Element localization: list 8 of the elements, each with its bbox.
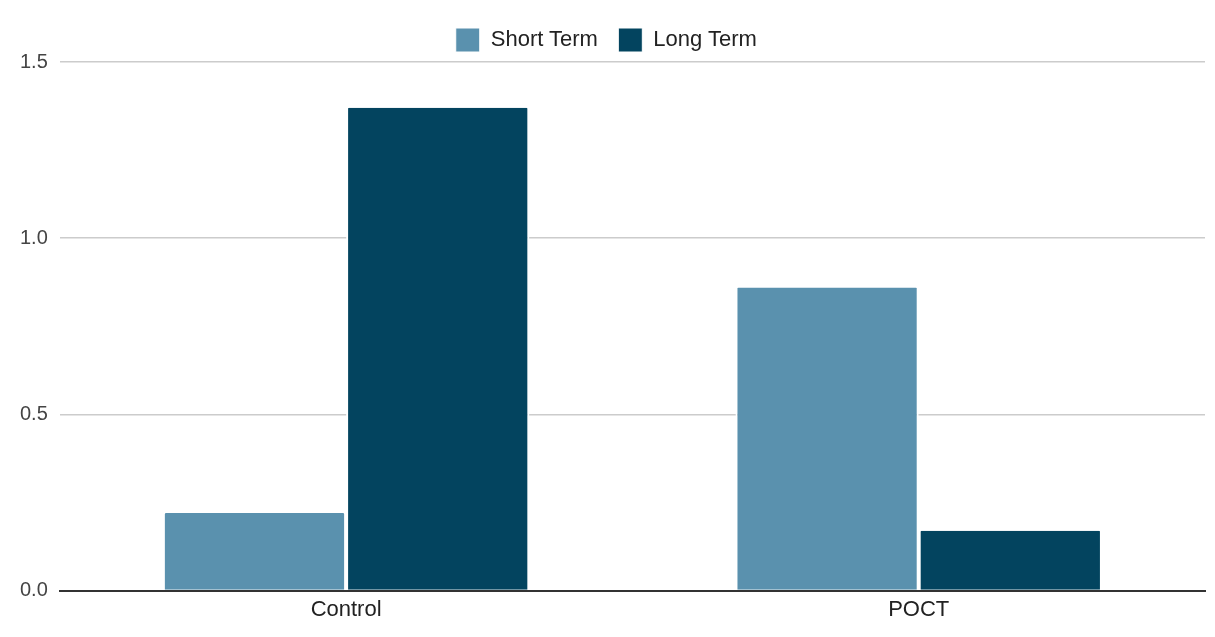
y-tick-label: 0.5 [19,401,48,424]
y-tick-label: 1.5 [19,49,48,72]
y-tick-label: 0.0 [19,578,48,601]
y-tick-label: 1.0 [19,225,48,248]
x-tick-label: POCT [888,595,950,621]
legend-label: Long Term [653,26,757,52]
legend-label: Short Term [490,26,598,52]
x-tick-label: Control [310,595,382,621]
